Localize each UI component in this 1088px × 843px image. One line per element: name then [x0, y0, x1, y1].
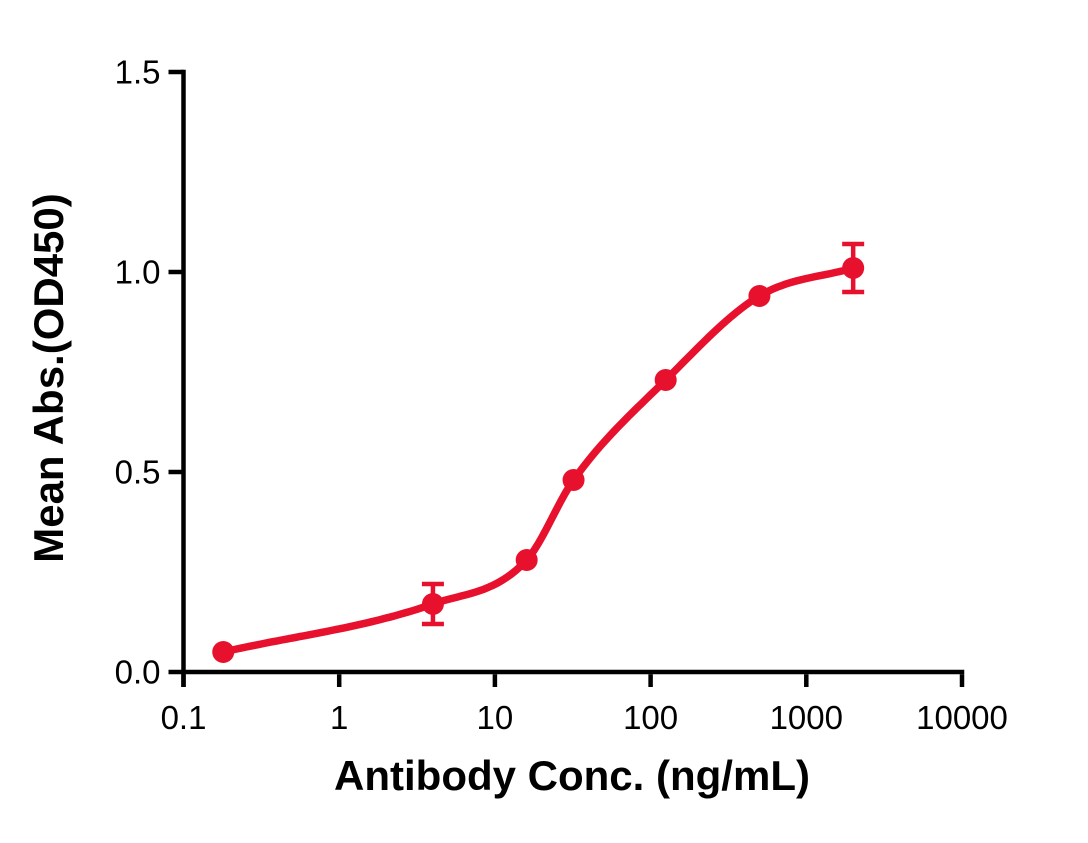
x-tick-label: 10 [477, 699, 514, 736]
y-tick-label: 0.5 [115, 454, 161, 491]
x-tick-label: 0.1 [161, 699, 207, 736]
data-points-layer [212, 257, 865, 663]
data-point-marker [515, 549, 538, 571]
x-tick-label: 100 [623, 699, 678, 736]
data-point-marker [421, 593, 444, 615]
y-axis-title: Mean Abs.(OD450) [25, 193, 72, 563]
error-bars-layer [421, 241, 865, 627]
tick-labels: 0.0 0.5 1.0 1.5 0.1 1 10 100 1000 10000 [115, 54, 1008, 737]
data-point-marker [654, 369, 677, 391]
y-tick-label: 1.0 [115, 254, 161, 291]
data-point-marker [212, 641, 235, 663]
fit-curve [219, 264, 857, 656]
x-tick-label: 1000 [770, 699, 843, 736]
x-tick-label: 1 [330, 699, 348, 736]
data-point-marker [748, 285, 771, 307]
y-tick-label: 1.5 [115, 54, 161, 91]
x-tick-label: 10000 [916, 699, 1008, 736]
fit-curve-layer [219, 264, 857, 656]
axes [168, 69, 965, 687]
data-point-marker [842, 257, 865, 279]
data-point-marker [562, 469, 585, 491]
y-tick-label: 0.0 [115, 654, 161, 691]
x-axis-title: Antibody Conc. (ng/mL) [334, 752, 810, 799]
